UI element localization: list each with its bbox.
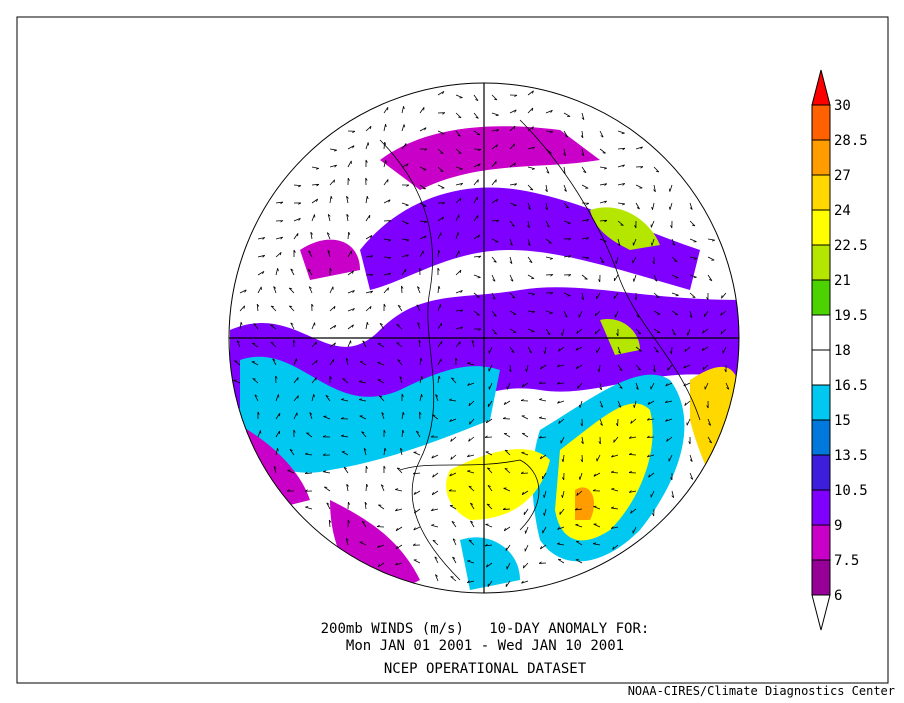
legend-swatch <box>811 139 831 176</box>
legend-label: 6 <box>834 588 842 604</box>
caption-dates: Mon JAN 01 2001 - Wed JAN 10 2001 <box>346 638 624 654</box>
legend-label: 18 <box>834 343 851 359</box>
legend-swatch <box>811 244 831 281</box>
legend-triangle <box>811 69 831 106</box>
legend-label: 7.5 <box>834 553 859 569</box>
legend-swatch <box>811 104 831 141</box>
legend-swatch <box>811 209 831 246</box>
legend-label: 15 <box>834 413 851 429</box>
legend-swatch <box>811 454 831 491</box>
legend-label: 27 <box>834 168 851 184</box>
legend-label: 24 <box>834 203 851 219</box>
legend-swatch <box>811 314 831 351</box>
legend-label: 30 <box>834 98 851 114</box>
caption-dataset: NCEP OPERATIONAL DATASET <box>384 661 587 677</box>
legend-swatch <box>811 559 831 596</box>
legend-label: 16.5 <box>834 378 868 394</box>
legend-swatch <box>811 384 831 421</box>
legend-label: 10.5 <box>834 483 868 499</box>
frame <box>16 16 889 684</box>
legend-swatch <box>811 489 831 526</box>
caption-title: 200mb WINDS (m/s) 10-DAY ANOMALY FOR: <box>321 621 650 637</box>
legend-label: 22.5 <box>834 238 868 254</box>
legend-swatch <box>811 524 831 561</box>
legend-swatch <box>811 349 831 386</box>
legend-label: 21 <box>834 273 851 289</box>
credit: NOAA-CIRES/Climate Diagnostics Center <box>628 684 895 698</box>
legend-label: 19.5 <box>834 308 868 324</box>
color-legend: 30 28.5 27 24 22.5 21 19.5 18 16.5 15 13.5 10.5 9 7.5… <box>811 69 868 631</box>
legend-swatch <box>811 174 831 211</box>
legend-triangle <box>811 594 831 631</box>
legend-label: 13.5 <box>834 448 868 464</box>
legend-label: 9 <box>834 518 842 534</box>
legend-label: 28.5 <box>834 133 868 149</box>
legend-swatch <box>811 419 831 456</box>
legend-swatch <box>811 279 831 316</box>
